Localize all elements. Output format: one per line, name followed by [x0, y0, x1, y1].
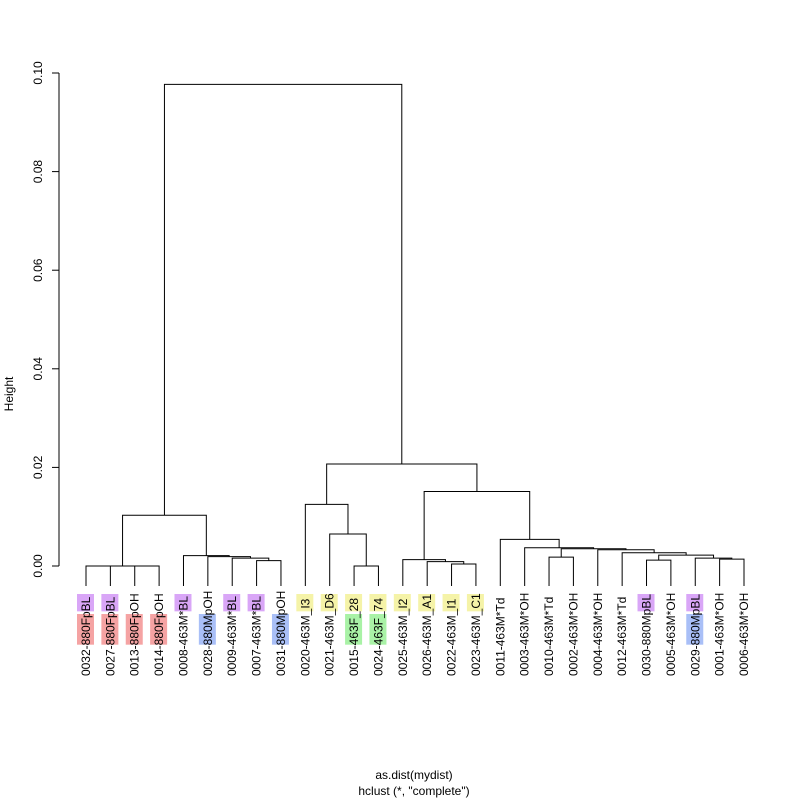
leaf-highlight-green [345, 614, 363, 645]
leaf-highlight-blue [198, 614, 216, 645]
leaf-label: 0013-880FpOH [128, 593, 142, 676]
dendrogram-tree [85, 83, 745, 586]
leaf-label: 0010-463M*Td [542, 597, 556, 676]
leaf-label: 0007-463M*BL [250, 596, 264, 676]
dendrogram-branch [122, 514, 207, 566]
leaf-label: 0022-463M_I1 [445, 598, 459, 676]
leaf-highlight-red [101, 614, 119, 645]
leaf-highlight-yellow [393, 594, 411, 612]
leaf-label: 0024-463F_74 [371, 598, 385, 676]
leaf-highlight-yellow [296, 594, 314, 612]
leaf-highlight-yellow [418, 594, 436, 612]
plot-subtitle: hclust (*, "complete") [358, 784, 469, 798]
leaf-label: 0029-880MpBL [688, 594, 702, 676]
y-tick-label: 0.02 [31, 455, 45, 479]
leaf-highlight-yellow [320, 594, 338, 612]
leaf-highlight-purple [637, 594, 655, 612]
dendrogram-branch [329, 533, 367, 586]
dendrogram-branch [423, 491, 531, 560]
dendrogram-branch [256, 560, 282, 586]
leaf-label: 0012-463M*Td [615, 597, 629, 676]
leaf-label: 0014-880FpOH [152, 593, 166, 676]
dendrogram-branch [524, 547, 595, 586]
leaf-label: 0009-463M*BL [225, 596, 239, 676]
y-tick-label: 0.08 [31, 160, 45, 184]
leaf-highlight-red [150, 614, 168, 645]
dendrogram-branch [353, 565, 379, 586]
dendrogram-branch [304, 503, 349, 586]
dendrogram-branch [719, 558, 745, 586]
leaf-label: 0003-463M*OH [518, 593, 532, 676]
leaf-highlight-purple [223, 594, 241, 612]
dendrogram-branch [597, 549, 655, 586]
dendrogram-branch [85, 565, 111, 586]
dendrogram-branch [451, 563, 477, 586]
leaf-highlight-purple [247, 594, 265, 612]
leaf-highlight-purple [686, 594, 704, 612]
leaf-highlight-yellow [345, 594, 363, 612]
dendrogram-branch [402, 559, 446, 586]
leaf-highlight-green [369, 614, 387, 645]
leaf-highlight-red [77, 614, 94, 645]
leaf-label: 0001-463M*OH [713, 593, 727, 676]
leaf-label: 0026-463M_A1 [420, 594, 434, 676]
leaf-label: 0028-880MpOH [201, 591, 215, 676]
dendrogram-branch [426, 561, 465, 586]
dendrogram-branch [694, 557, 733, 586]
leaf-label: 0023-463M_C1 [469, 593, 483, 676]
leaf-highlight-red [125, 614, 143, 645]
leaf-label: 0027-880FpBL [103, 596, 117, 676]
leaf-label: 0021-463M_D6 [323, 593, 337, 676]
leaf-label: 0004-463M*OH [591, 593, 605, 676]
y-tick-label: 0.10 [31, 61, 45, 85]
x-axis-title: as.dist(mydist) [375, 768, 452, 782]
dendrogram-branch [326, 463, 478, 505]
leaf-label: 0030-880MpBL [640, 594, 654, 676]
y-tick-label: 0.04 [31, 357, 45, 381]
leaf-label: 0008-463M*BL [176, 596, 190, 676]
dendrogram-branch [548, 556, 574, 586]
leaf-highlight-purple [174, 594, 192, 612]
leaf-label: 0011-463M*Td [493, 598, 507, 677]
leaf-label: 0020-463M_I3 [298, 598, 312, 676]
leaf-highlight-blue [271, 614, 289, 645]
leaf-label: 0002-463M*OH [566, 593, 580, 676]
leaf-label: 0025-463M_I2 [396, 598, 410, 676]
y-axis: 0.00 0.02 0.04 0.06 0.08 0.10 [31, 61, 60, 578]
leaf-labels: 0032-880FpBL 0027-880FpBL 0013-880FpOH 0014… [79, 591, 751, 676]
leaf-label: 0015-463F_28 [347, 598, 361, 676]
y-axis-title: Height [2, 376, 16, 411]
leaf-highlight-yellow [466, 594, 484, 612]
leaf-highlight-purple [77, 594, 94, 612]
dendrogram-branch [231, 557, 270, 586]
dendrogram-branch [163, 83, 403, 516]
leaf-highlight-yellow [442, 594, 460, 612]
leaf-label: 0005-463M*OH [664, 593, 678, 676]
y-tick-label: 0.06 [31, 258, 45, 282]
dendrogram-branch [499, 538, 560, 586]
leaf-highlight-blue [686, 614, 704, 645]
dendrogram-branch [207, 556, 251, 586]
leaf-label: 0031-880MpOH [274, 591, 288, 676]
dendrogram-branch [182, 555, 230, 586]
y-tick-label: 0.00 [31, 554, 45, 578]
leaf-highlight-purple [101, 594, 119, 612]
leaf-label: 0006-463M*OH [737, 593, 751, 676]
dendrogram-branch [134, 565, 160, 586]
dendrogram-branch [646, 559, 672, 586]
leaf-highlight-yellow [369, 594, 387, 612]
label-highlights [77, 594, 704, 645]
dendrogram-branch [621, 552, 687, 586]
leaf-label: 0032-880FpBL [79, 596, 93, 676]
